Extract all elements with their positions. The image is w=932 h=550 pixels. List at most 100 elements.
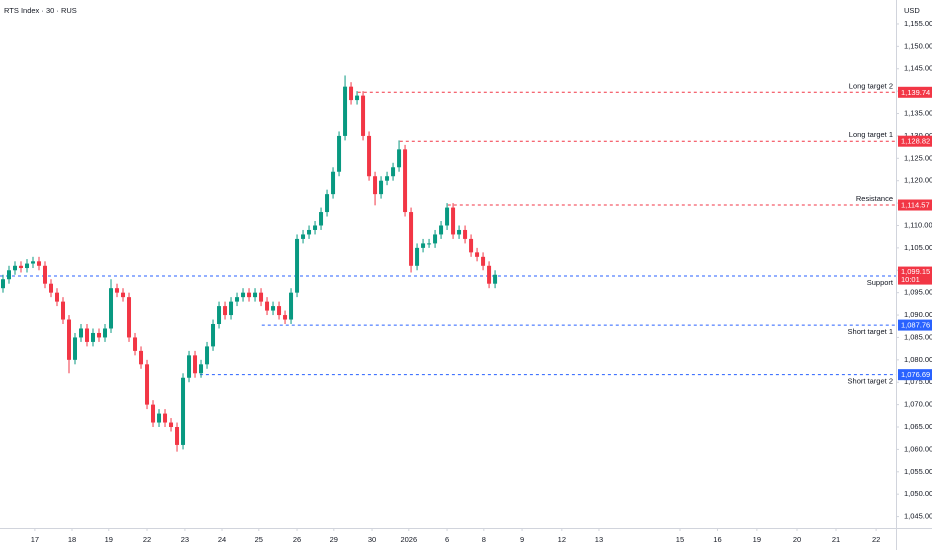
candle-body: [253, 292, 258, 298]
level-badge-label: 1,087.76: [901, 321, 930, 330]
candle-body: [289, 292, 294, 320]
y-tick-label: 1,120.00: [904, 176, 932, 185]
candle-body: [283, 315, 288, 320]
currency-label: USD: [904, 6, 920, 15]
last-price-label: 1,099.15: [901, 267, 930, 276]
x-tick-label: 22: [872, 535, 880, 544]
candle-body: [409, 212, 414, 266]
x-tick-label: 17: [31, 535, 39, 544]
y-tick-label: 1,080.00: [904, 355, 932, 364]
candle-body: [301, 234, 306, 239]
candle-body: [313, 225, 318, 230]
x-tick-label: 2026: [400, 535, 417, 544]
candle-body: [223, 306, 228, 316]
y-tick-label: 1,070.00: [904, 400, 932, 409]
x-tick-label: 29: [330, 535, 338, 544]
y-tick-label: 1,125.00: [904, 153, 932, 162]
candle-body: [355, 95, 360, 101]
x-tick-label: 6: [445, 535, 449, 544]
candle-body: [19, 265, 24, 269]
candle-body: [43, 265, 48, 284]
candle-body: [349, 86, 354, 101]
y-tick-label: 1,130.00: [904, 131, 932, 140]
candle-body: [217, 306, 222, 325]
x-tick-label: 12: [558, 535, 566, 544]
candle-body: [181, 377, 186, 445]
level-badge: [898, 86, 932, 98]
candle-body: [127, 297, 132, 338]
y-tick-label: 1,060.00: [904, 444, 932, 453]
x-tick-label: 22: [143, 535, 151, 544]
candle-body: [259, 292, 264, 302]
y-tick-label: 1,145.00: [904, 64, 932, 73]
candle-body: [241, 292, 246, 298]
candle-body: [211, 324, 216, 347]
candle-body: [415, 247, 420, 266]
candle-body: [103, 328, 108, 338]
level-badge: [898, 319, 932, 331]
x-tick-label: 8: [482, 535, 486, 544]
candle-body: [31, 261, 36, 264]
candle-body: [397, 149, 402, 168]
level-badge-label: 1,076.69: [901, 370, 930, 379]
candle-body: [55, 292, 60, 302]
candle-body: [235, 297, 240, 302]
candle-body: [139, 350, 144, 365]
level-label: Short target 1: [848, 327, 893, 336]
candle-body: [61, 301, 66, 320]
candle-body: [187, 355, 192, 378]
candle-body: [85, 328, 90, 342]
candle-body: [295, 238, 300, 293]
candle-body: [67, 319, 72, 360]
x-tick-label: 30: [368, 535, 376, 544]
x-tick-label: 24: [218, 535, 226, 544]
candle-body: [1, 279, 6, 289]
candle-body: [379, 180, 384, 195]
candle-body: [271, 306, 276, 311]
candle-body: [151, 404, 156, 423]
level-badge: [898, 369, 932, 381]
x-tick-label: 18: [68, 535, 76, 544]
candle-body: [229, 301, 234, 316]
candle-body: [439, 225, 444, 235]
level-badge: [898, 199, 932, 211]
candle-body: [193, 355, 198, 374]
x-tick-label: 21: [832, 535, 840, 544]
level-label: Short target 2: [848, 377, 893, 386]
y-tick-label: 1,055.00: [904, 467, 932, 476]
candle-body: [97, 332, 102, 338]
candle-body: [385, 176, 390, 181]
candle-body: [445, 207, 450, 226]
level-label: Resistance: [856, 194, 893, 203]
candle-body: [115, 288, 120, 293]
y-tick-label: 1,155.00: [904, 19, 932, 28]
candle-body: [205, 346, 210, 365]
candle-body: [37, 261, 42, 266]
candle-body: [7, 270, 12, 280]
candle-body: [391, 167, 396, 177]
candle-body: [157, 413, 162, 423]
candle-body: [49, 283, 54, 293]
candle-body: [451, 207, 456, 235]
level-badge-label: 1,114.57: [901, 201, 930, 210]
candle-body: [13, 265, 18, 271]
level-label: Long target 1: [849, 130, 893, 139]
candle-body: [199, 364, 204, 374]
countdown-label: 10:01: [901, 275, 920, 284]
candle-body: [319, 212, 324, 226]
level-badge-label: 1,128.82: [901, 137, 930, 146]
candle-body: [169, 422, 174, 428]
candle-body: [109, 288, 114, 329]
x-tick-label: 19: [753, 535, 761, 544]
y-tick-label: 1,090.00: [904, 310, 932, 319]
x-tick-label: 23: [181, 535, 189, 544]
x-tick-label: 16: [713, 535, 721, 544]
level-label: Long target 2: [849, 81, 893, 90]
candle-body: [493, 274, 498, 284]
y-tick-label: 1,105.00: [904, 243, 932, 252]
candle-body: [361, 95, 366, 136]
candle-body: [277, 306, 282, 316]
candle-body: [481, 256, 486, 266]
